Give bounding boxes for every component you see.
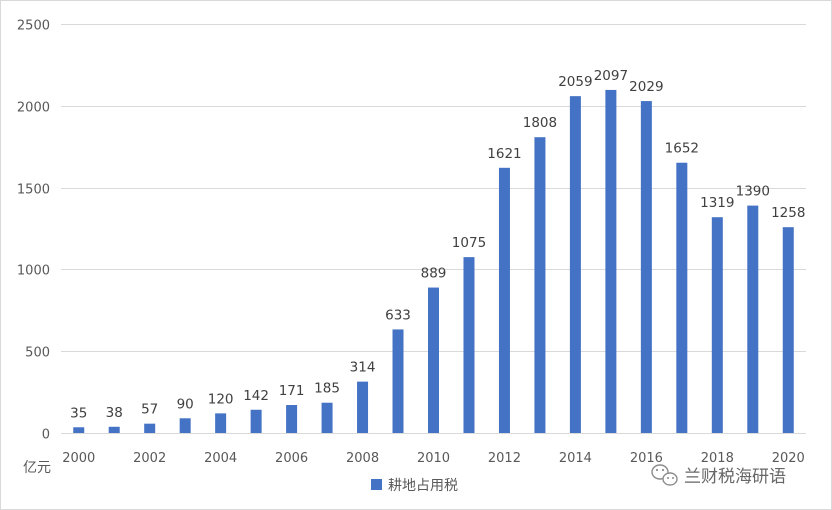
bar [392,329,404,433]
x-tick-label: 2000 [62,451,95,466]
bar [428,287,439,433]
bar [357,381,369,433]
bar [747,205,759,433]
bar [498,167,510,434]
bar [534,137,546,433]
bar [215,413,227,433]
y-tick-label: 500 [25,346,50,361]
y-axis-ticks: 0 500 1000 1500 2000 2500 [17,19,50,443]
bar [108,426,120,433]
legend: 耕地占用税 [371,477,458,494]
data-label: 1390 [736,184,770,200]
data-label: 142 [243,388,269,404]
data-labels: 35 38 57 90 120 142 171 185 314 633 889 1075 1621180… [70,68,805,421]
x-tick-label: 2012 [488,451,521,466]
bar [711,217,723,433]
watermark: 兰财税海研语 [651,464,786,487]
bar [569,96,581,434]
watermark-text: 兰财税海研语 [684,467,786,487]
data-label: 2059 [558,74,592,90]
x-tick-label: 2014 [559,451,592,466]
legend-label: 耕地占用税 [388,477,458,494]
bar [782,227,794,433]
bar [676,162,688,434]
x-tick-label: 2008 [346,451,379,466]
y-tick-label: 1500 [17,183,50,198]
bar [73,427,85,433]
data-label: 2029 [629,79,663,95]
x-axis-ticks: 2000 2002 2004 2006 2008 2010 2012 2014 2016 2018… [62,451,805,466]
bar [144,423,156,433]
x-tick-label: 2016 [630,451,663,466]
x-tick-label: 2006 [275,451,308,466]
data-label: 57 [141,402,158,418]
bar [250,409,262,433]
x-tick-label: 2018 [701,451,734,466]
data-label: 1621 [487,146,521,162]
data-label: 1075 [452,235,486,251]
y-tick-label: 2500 [17,19,50,34]
data-label: 35 [70,405,87,421]
x-tick-label: 2010 [417,451,450,466]
x-tick-label: 2002 [133,451,166,466]
data-label: 633 [385,307,411,323]
data-label: 185 [314,381,340,397]
data-label: 38 [106,405,123,421]
data-label: 90 [177,396,194,412]
y-tick-label: 0 [42,428,50,443]
data-label: 1652 [665,141,699,157]
bar [286,405,298,433]
data-label: 889 [421,266,447,282]
bar [179,418,191,433]
y-tick-label: 2000 [17,101,50,116]
legend-swatch [371,479,382,490]
data-label: 2097 [594,68,628,84]
data-label: 1808 [523,115,557,131]
x-tick-label: 2004 [204,451,237,466]
data-label: 1319 [700,195,734,211]
bar [605,89,617,434]
x-tick-label: 2020 [772,451,805,466]
bar [321,402,333,433]
data-label: 171 [279,383,305,399]
unit-label: 亿元 [23,460,51,476]
y-tick-label: 1000 [17,264,50,279]
bar [640,101,652,433]
wechat-icon [651,464,678,486]
data-label: 314 [350,360,376,376]
data-label: 120 [208,391,234,407]
bar [463,257,475,433]
data-label: 1258 [771,205,805,221]
bars [73,89,794,434]
